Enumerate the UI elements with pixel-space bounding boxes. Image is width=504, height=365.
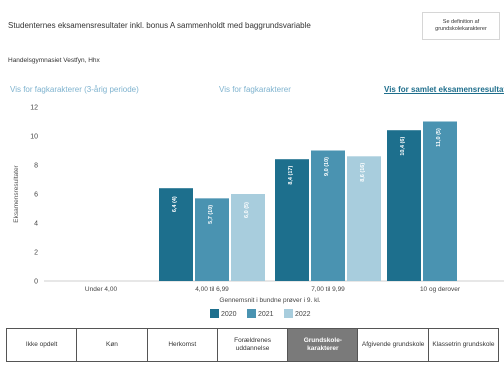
legend-swatch-2022 bbox=[284, 309, 293, 318]
tab-afgivende-grundskole[interactable]: Afgivende grundskole bbox=[357, 328, 429, 362]
school-name: Handelsgymnasiet Vestfyn, Hhx bbox=[8, 57, 100, 64]
bar-data-label: 9,0 (10) bbox=[324, 157, 330, 176]
bar-chart: 0 2 4 6 8 10 12 Eksamensresultater Under 4,00 6,4… bbox=[13, 105, 504, 318]
x-axis-title: Gennemsnit i bundne prøver i 9. kl. bbox=[219, 297, 320, 304]
bar-data-label: 6,0 (5) bbox=[244, 202, 250, 218]
x-tick-label: 10 og derover bbox=[420, 286, 461, 293]
x-tick-label: 4,00 til 6,99 bbox=[195, 286, 229, 293]
y-tick-label: 12 bbox=[30, 105, 38, 112]
y-tick-label: 4 bbox=[34, 221, 38, 228]
y-tick-label: 2 bbox=[34, 250, 38, 257]
legend-label-2021: 2021 bbox=[258, 311, 274, 318]
page-title: Studenternes eksamensresultater inkl. bo… bbox=[8, 21, 311, 30]
bar-2022 bbox=[231, 194, 265, 281]
link-fagkarakterer[interactable]: Vis for fagkarakterer bbox=[219, 85, 291, 94]
bar-data-label: 8,4 (17) bbox=[288, 166, 294, 185]
tab-herkomst[interactable]: Herkomst bbox=[146, 328, 218, 362]
y-tick-label: 6 bbox=[34, 192, 38, 199]
legend-swatch-2021 bbox=[247, 309, 256, 318]
bar-data-label: 6,4 (4) bbox=[172, 196, 178, 212]
tab-foraeldrenes-uddannelse[interactable]: Forældrenes uddannelse bbox=[216, 328, 289, 362]
link-fagkarakterer-3aarig[interactable]: Vis for fagkarakterer (3-årig periode) bbox=[10, 85, 139, 94]
bar-2020 bbox=[387, 130, 421, 281]
bar-2020 bbox=[159, 188, 193, 281]
bar-2021 bbox=[195, 198, 229, 281]
bar-2020 bbox=[275, 159, 309, 281]
y-tick-label: 10 bbox=[30, 134, 38, 141]
tab-koen[interactable]: Køn bbox=[76, 328, 148, 362]
bar-data-label: 11,0 (5) bbox=[436, 128, 442, 147]
tab-ikke-opdelt[interactable]: Ikke opdelt bbox=[6, 328, 78, 362]
bar-data-label: 10,4 (6) bbox=[400, 137, 406, 156]
grouping-tabs: Ikke opdelt Køn Herkomst Forældrenes udd… bbox=[6, 328, 504, 362]
bar-2022 bbox=[347, 156, 381, 281]
bar-data-label: 8,6 (16) bbox=[360, 163, 366, 182]
link-samlet-eksamensresultat[interactable]: Vis for samlet eksamensresultat bbox=[384, 85, 504, 94]
y-tick-label: 8 bbox=[34, 163, 38, 170]
legend-label-2022: 2022 bbox=[295, 311, 311, 318]
bar-data-label: 5,7 (10) bbox=[208, 205, 214, 224]
x-tick-label: 7,00 til 9,99 bbox=[311, 286, 345, 293]
x-tick-label: Under 4,00 bbox=[85, 286, 118, 293]
legend-label-2020: 2020 bbox=[221, 311, 237, 318]
y-axis-title: Eksamensresultater bbox=[13, 164, 20, 222]
definition-button[interactable]: Se definition af grundskolekarakterer bbox=[422, 12, 500, 40]
y-tick-label: 0 bbox=[34, 279, 38, 286]
legend-swatch-2020 bbox=[210, 309, 219, 318]
bar-2021 bbox=[423, 121, 457, 281]
bar-2021 bbox=[311, 150, 345, 281]
tab-grundskolekarakterer[interactable]: Grundskole-karakterer bbox=[287, 328, 359, 362]
tab-klassetrin-grundskole[interactable]: Klassetrin grundskole bbox=[427, 328, 500, 362]
